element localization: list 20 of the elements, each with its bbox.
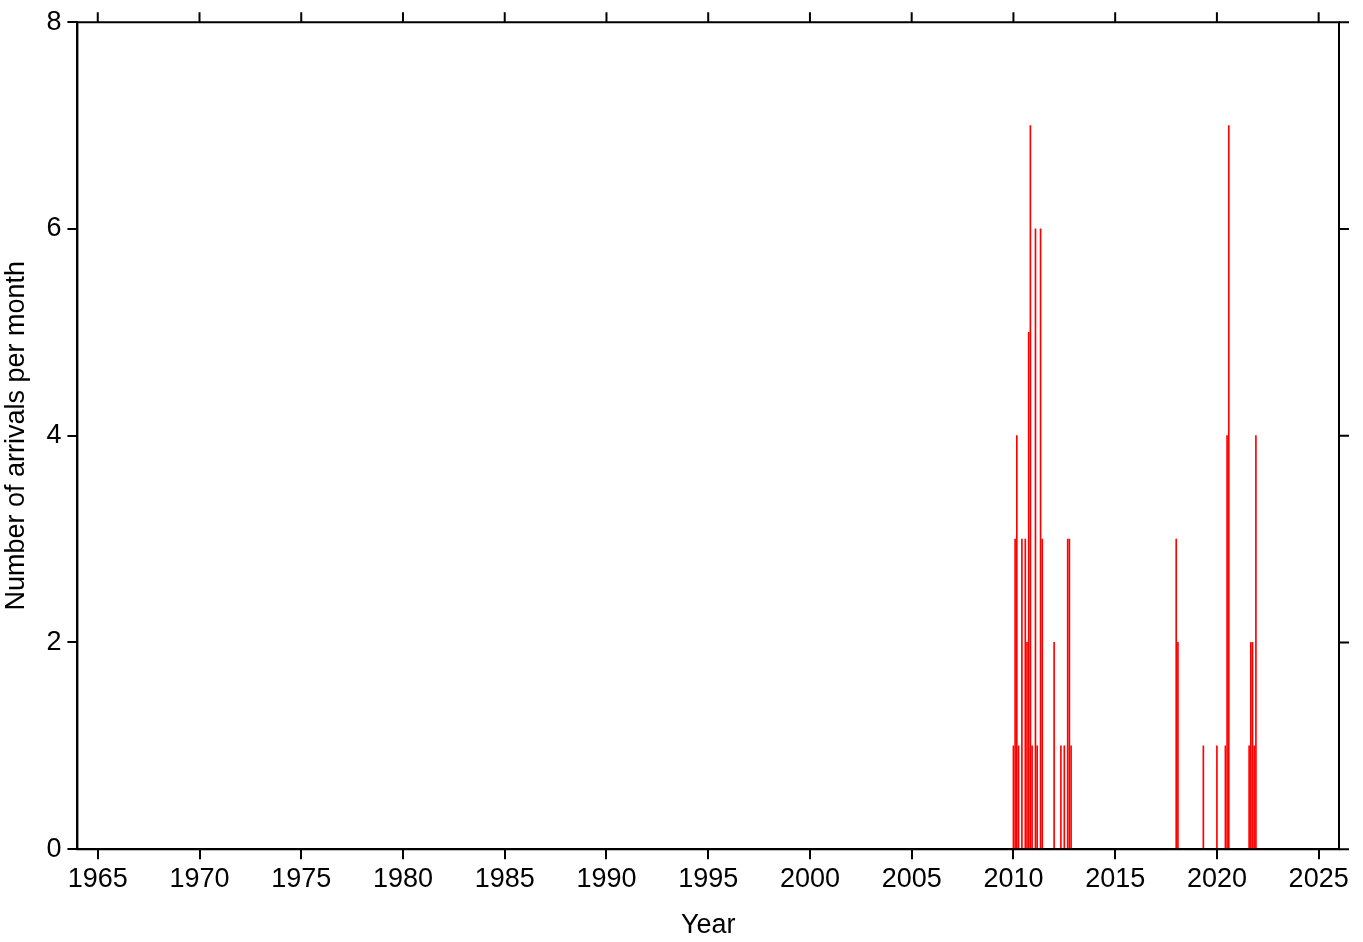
- y-axis-title: Number of arrivals per month: [0, 260, 30, 611]
- x-tick-label: 2020: [1186, 862, 1247, 893]
- x-tick-label: 1980: [372, 862, 434, 893]
- y-tick-label: 2: [46, 625, 62, 656]
- x-tick-label: 2000: [779, 862, 840, 893]
- x-tick-label: 2010: [983, 862, 1044, 893]
- x-tick-label: 1965: [67, 862, 128, 893]
- x-axis-title: Year: [680, 909, 736, 940]
- x-tick-label: 1985: [474, 862, 535, 893]
- y-tick-label: 6: [46, 212, 62, 243]
- x-tick-label: 1990: [576, 862, 637, 893]
- x-tick-label: 2015: [1085, 862, 1146, 893]
- x-tick-label: 1995: [678, 862, 739, 893]
- x-tick-label: 2005: [881, 862, 942, 893]
- y-tick-label: 0: [46, 832, 62, 863]
- x-tick-label: 2025: [1288, 862, 1349, 893]
- y-tick-label: 4: [46, 419, 62, 450]
- x-tick-label: 1975: [271, 862, 332, 893]
- y-tick-label: 8: [46, 5, 62, 36]
- x-tick-label: 1970: [169, 862, 230, 893]
